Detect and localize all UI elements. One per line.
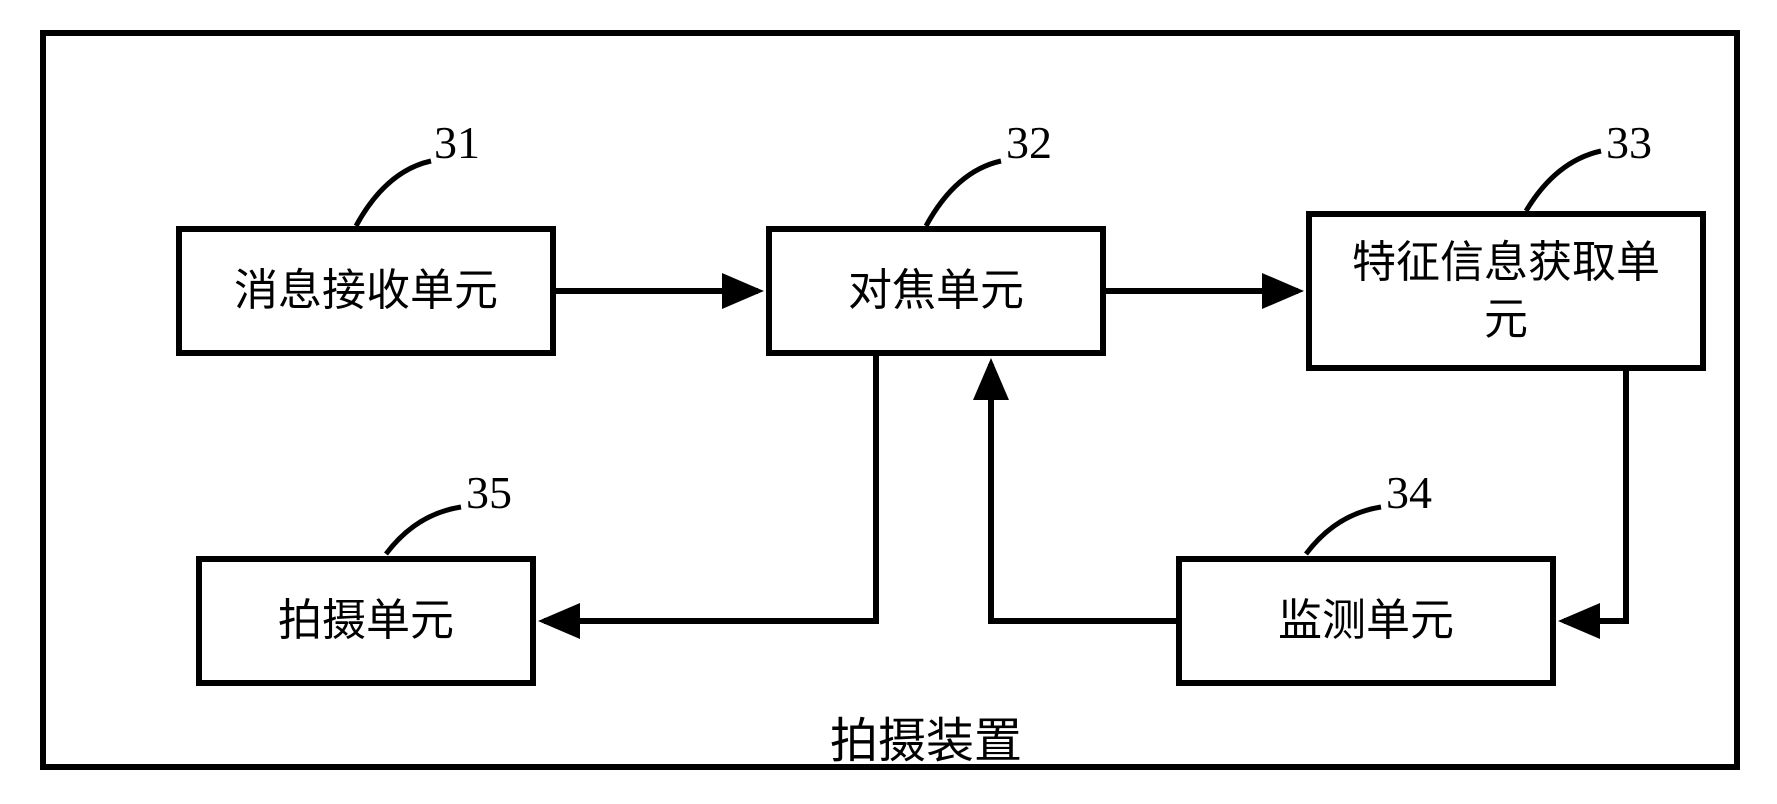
callout-31-icon (346, 151, 446, 231)
node-34: 监测单元 (1176, 556, 1556, 686)
callout-32-icon (916, 151, 1016, 231)
callout-33-icon (1516, 141, 1616, 221)
diagram-frame: 消息接收单元 31 对焦单元 32 特征信息获取单元 33 监测单元 34 拍摄… (40, 30, 1740, 770)
node-31: 消息接收单元 (176, 226, 556, 356)
diagram-title: 拍摄装置 (796, 701, 1056, 771)
node-35-label: 拍摄单元 (278, 592, 454, 649)
node-31-label: 消息接收单元 (234, 262, 498, 319)
node-32-label: 对焦单元 (848, 262, 1024, 319)
callout-35-icon (376, 499, 476, 564)
node-33: 特征信息获取单元 (1306, 211, 1706, 371)
node-32: 对焦单元 (766, 226, 1106, 356)
node-33-label: 特征信息获取单元 (1352, 234, 1660, 348)
node-34-label: 监测单元 (1278, 592, 1454, 649)
node-35: 拍摄单元 (196, 556, 536, 686)
callout-34-icon (1296, 499, 1396, 564)
